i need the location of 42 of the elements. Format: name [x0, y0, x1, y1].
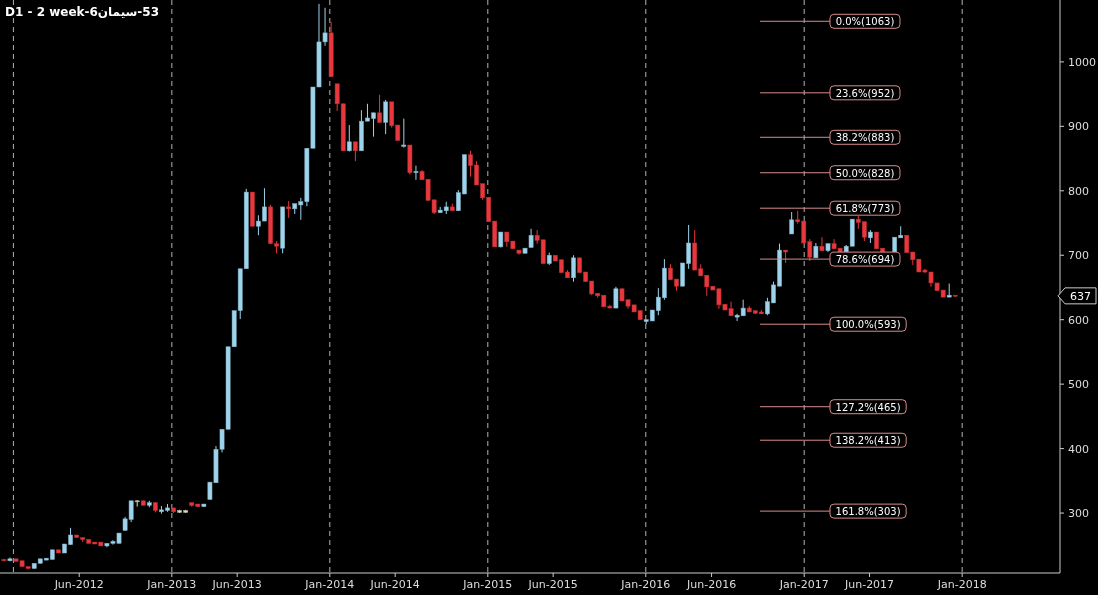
x-tick-label: Jun-2016	[685, 578, 737, 591]
x-tick-label: Jun-2012	[53, 578, 104, 591]
y-tick-label: 900	[1068, 120, 1089, 134]
y-tick-label: 1000	[1068, 55, 1096, 69]
x-tick-label: Jan-2017	[778, 578, 829, 591]
candlestick	[819, 236, 825, 252]
x-tick-label: Jan-2016	[620, 578, 671, 591]
y-tick-label: 400	[1068, 442, 1089, 456]
x-tick-label: Jun-2017	[843, 578, 895, 591]
y-tick-label: 300	[1068, 507, 1089, 521]
ref-line-label: 0.0%(1063)	[835, 16, 895, 28]
candlestick	[613, 286, 619, 309]
chart-title: D1 - 2 week-سیمان6-53	[5, 5, 160, 19]
x-tick-label: Jun-2014	[369, 578, 420, 591]
y-tick-label: 600	[1068, 313, 1089, 327]
ref-line-label: 161.8%(303)	[835, 506, 901, 518]
y-tick-label: 800	[1068, 184, 1089, 198]
ref-line-label: 78.6%(694)	[835, 254, 895, 266]
ref-line-label: 50.0%(828)	[835, 167, 895, 179]
x-tick-label: Jan-2018	[936, 578, 987, 591]
x-tick-label: Jan-2015	[462, 578, 513, 591]
candlestick	[413, 165, 419, 181]
ref-line-label: 127.2%(465)	[835, 401, 901, 413]
candlestick	[571, 254, 576, 283]
text: 637	[1070, 289, 1091, 303]
x-tick-label: Jun-2013	[211, 578, 262, 591]
candlestick	[346, 124, 352, 152]
candlestick	[383, 99, 388, 135]
ref-line-label: 138.2%(413)	[835, 435, 901, 447]
candlestick	[377, 94, 382, 123]
ref-line-label: 23.6%(952)	[835, 87, 895, 99]
x-tick-label: Jan-2014	[304, 578, 355, 591]
candlestick	[401, 118, 407, 149]
ref-line-label: 100.0%(593)	[835, 319, 901, 331]
candlestick	[789, 211, 794, 235]
candlestick	[353, 141, 358, 162]
ref-line-label: 61.8%(773)	[835, 203, 895, 215]
y-tick-label: 700	[1068, 249, 1089, 263]
x-tick-label: Jan-2013	[146, 578, 197, 591]
x-tick-label: Jun-2015	[527, 578, 578, 591]
ref-line-label: 38.2%(883)	[835, 132, 895, 144]
y-tick-label: 500	[1068, 378, 1089, 392]
